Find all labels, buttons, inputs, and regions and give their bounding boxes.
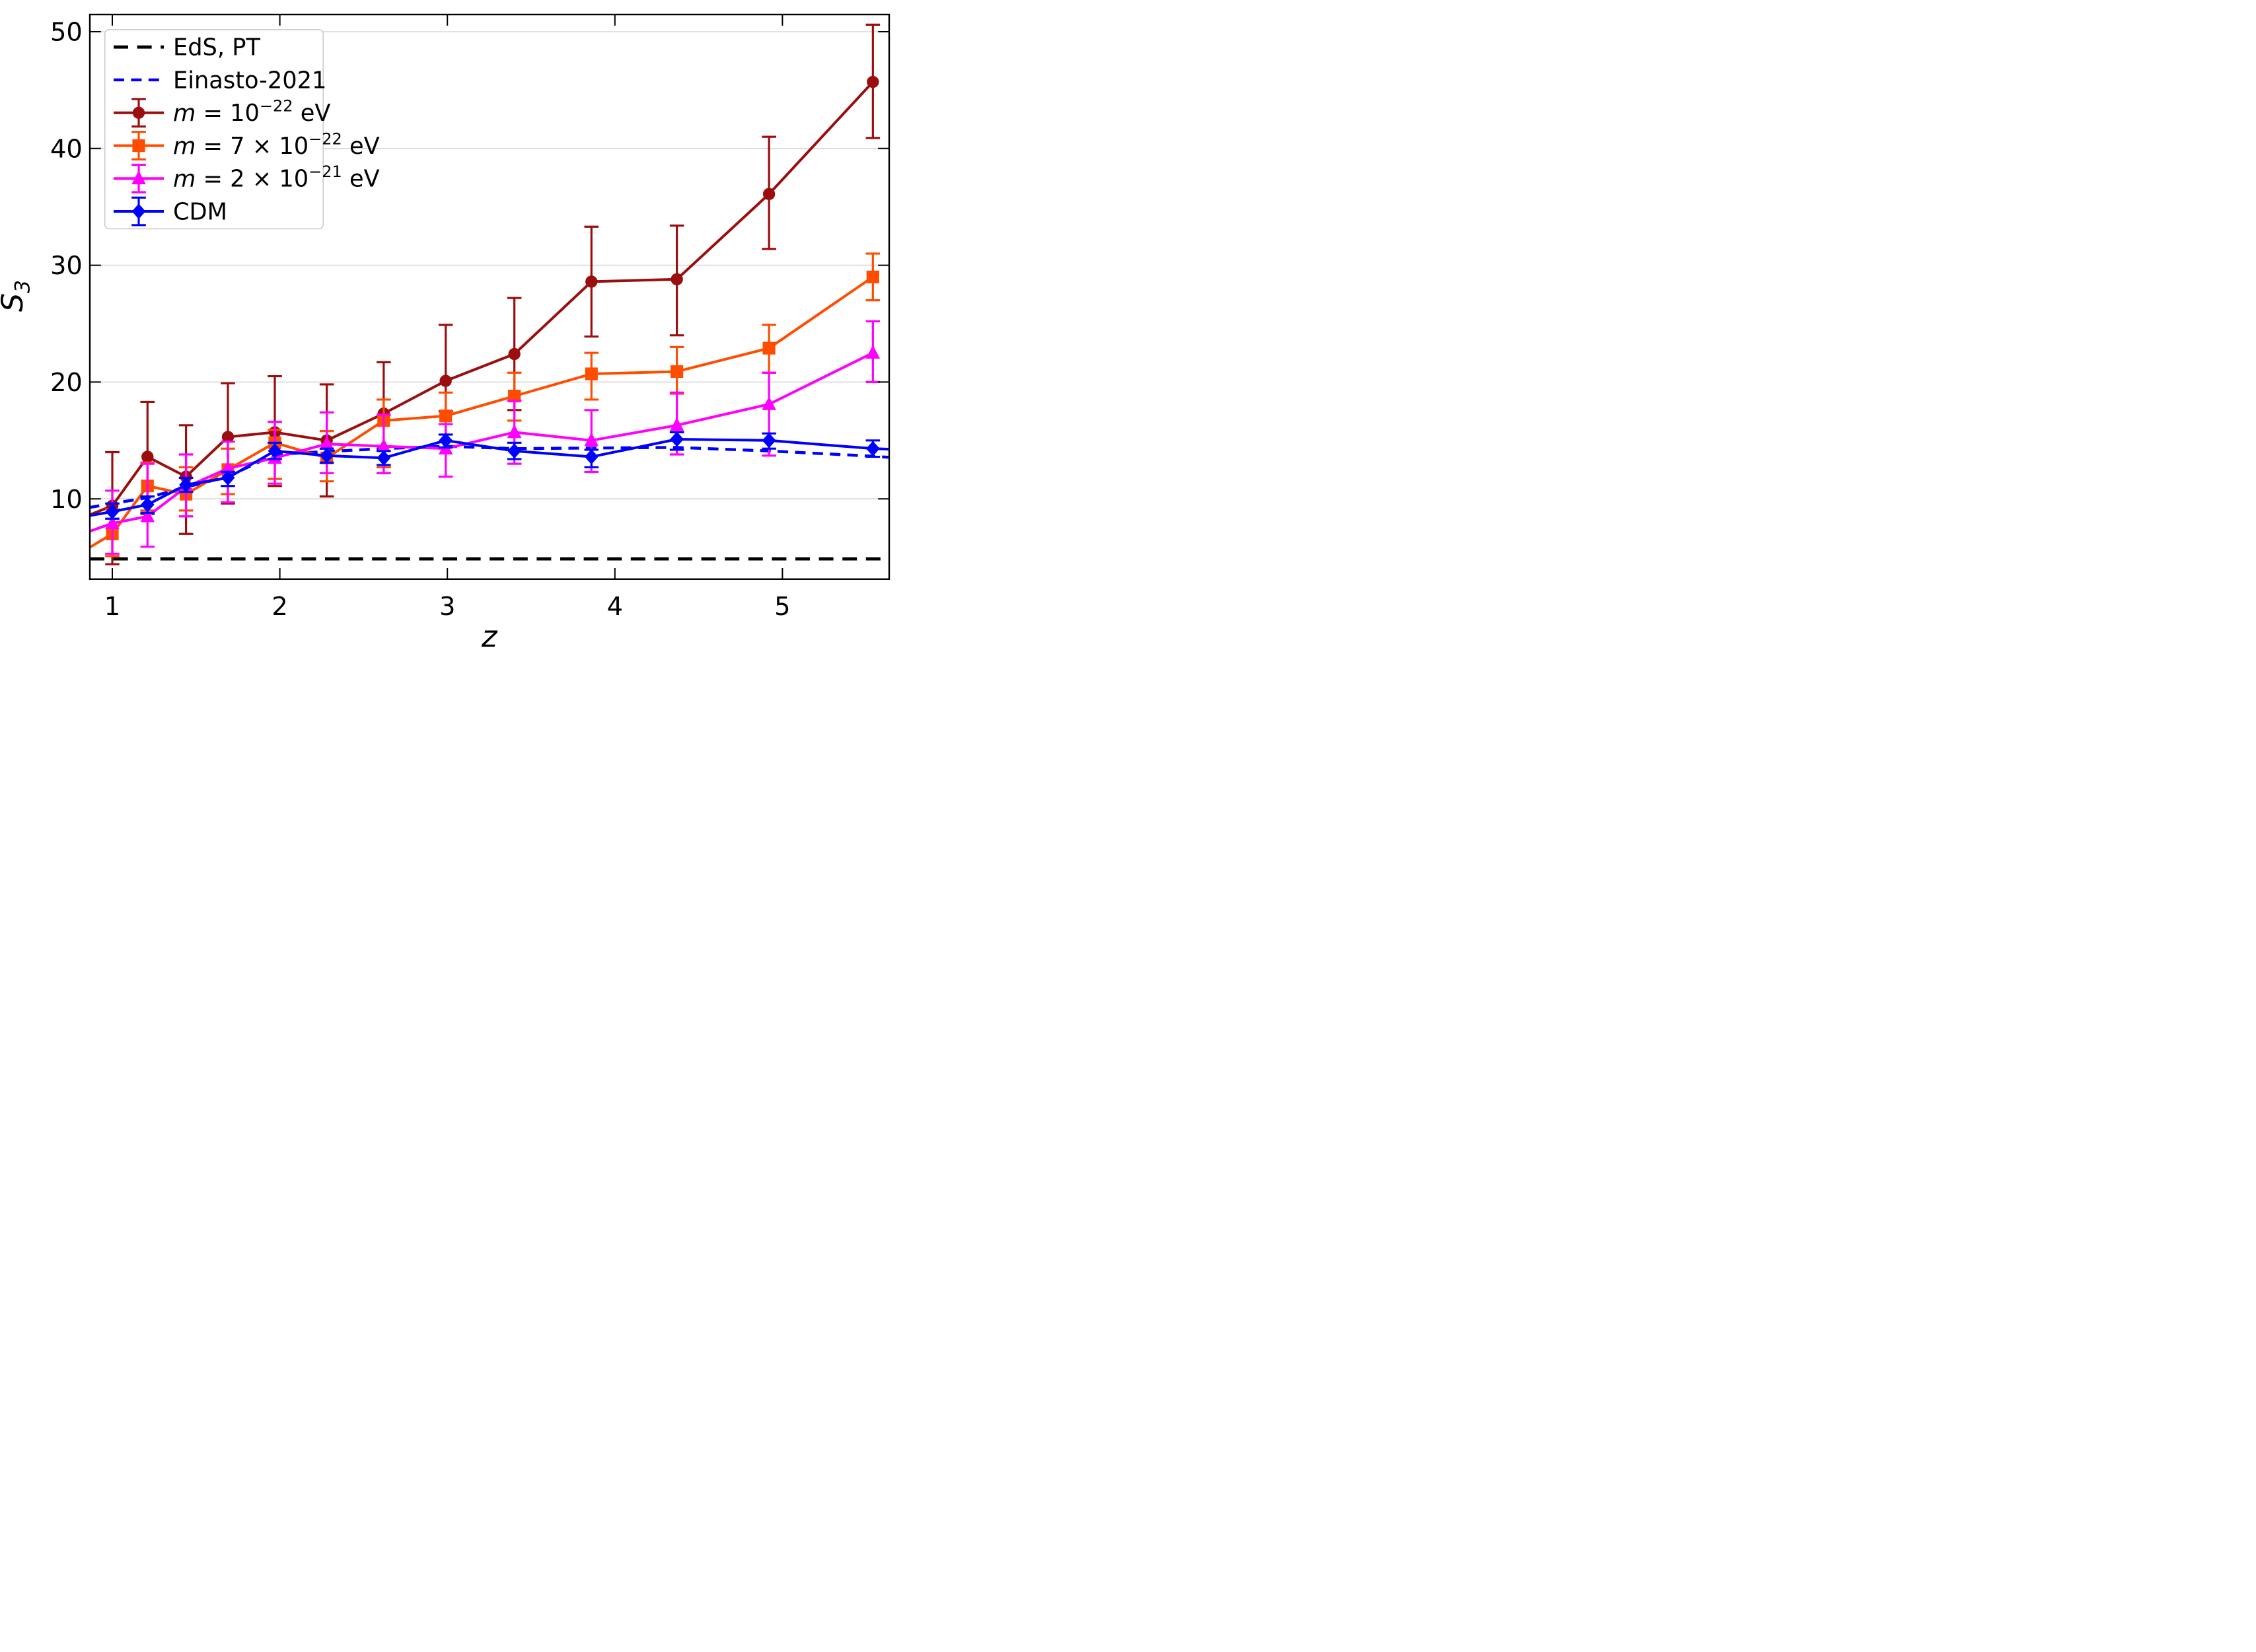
series-m7e22-marker-7 bbox=[439, 410, 453, 423]
series-m2e21-marker-8 bbox=[507, 424, 522, 439]
legend-item-eds: EdS, PT bbox=[114, 34, 260, 61]
y-tick-label-40: 40 bbox=[50, 134, 83, 164]
series-cdm-marker-10 bbox=[670, 431, 684, 447]
legend-marker-m1e22 bbox=[132, 106, 145, 119]
series-m2e21-marker-3 bbox=[221, 460, 235, 475]
x-tick-label-1: 1 bbox=[104, 592, 120, 622]
series-m2e21-marker-1 bbox=[140, 508, 155, 522]
chart-figure: 1 2 3 4 5 10 20 30 40 50 z S3 EdS, PT Einasto-2021… bbox=[0, 0, 902, 661]
series-m2e21-marker-9 bbox=[584, 432, 599, 447]
y-axis-label-subscript: 3 bbox=[11, 280, 34, 293]
legend-label-cdm: CDM bbox=[173, 198, 227, 225]
series-layer bbox=[91, 23, 889, 565]
series-m2e21-line bbox=[91, 351, 874, 532]
legend-label-m7e22: m = 7 × 10−22 eV bbox=[173, 129, 380, 159]
legend-item-m7e22: m = 7 × 10−22 eV bbox=[114, 129, 380, 161]
series-m2e21-marker-5 bbox=[319, 436, 334, 450]
series-m2e21-marker-6 bbox=[377, 438, 391, 452]
tick-label-layer: 1 2 3 4 5 10 20 30 40 50 bbox=[50, 18, 791, 622]
legend-item-einasto: Einasto-2021 bbox=[114, 67, 326, 94]
series-m2e21-marker-10 bbox=[669, 417, 684, 431]
series-m1e22-marker-9 bbox=[585, 275, 598, 288]
x-axis-label: z bbox=[481, 619, 498, 654]
series-m7e22-marker-8 bbox=[508, 390, 521, 403]
y-tick-label-50: 50 bbox=[50, 18, 83, 48]
series-m7e22-marker-11 bbox=[762, 341, 776, 355]
y-tick-label-10: 10 bbox=[50, 485, 83, 515]
series-m1e22-marker-8 bbox=[508, 347, 521, 361]
axis-layer bbox=[89, 13, 891, 580]
x-tick-label-4: 4 bbox=[607, 592, 623, 622]
series-m2e21 bbox=[91, 320, 881, 555]
legend-item-cdm: CDM bbox=[114, 196, 227, 227]
legend-label-m2e21: m = 2 × 10−21 eV bbox=[173, 162, 380, 192]
series-m1e22-marker-7 bbox=[439, 375, 452, 387]
series-m1e22-marker-12 bbox=[867, 75, 879, 89]
series-cdm-marker-1 bbox=[140, 497, 155, 513]
series-m1e22-marker-1 bbox=[141, 450, 154, 463]
series-m1e22-marker-10 bbox=[671, 273, 683, 286]
legend-label-m1e22: m = 10−22 eV bbox=[173, 97, 330, 127]
series-m2e21-marker-0 bbox=[105, 515, 120, 530]
x-tick-label-5: 5 bbox=[774, 592, 790, 622]
y-axis-label: S3 bbox=[0, 280, 34, 312]
plot-border bbox=[89, 13, 891, 580]
x-tick-label-3: 3 bbox=[439, 592, 455, 622]
legend-label-eds: EdS, PT bbox=[173, 34, 260, 61]
x-tick-label-2: 2 bbox=[272, 592, 287, 622]
legend-label-einasto: Einasto-2021 bbox=[173, 67, 326, 94]
legend-item-m1e22: m = 10−22 eV bbox=[114, 97, 330, 128]
series-m7e22-marker-10 bbox=[671, 365, 684, 378]
series-m2e21-marker-11 bbox=[762, 396, 776, 410]
legend-marker-m2e21 bbox=[131, 170, 146, 185]
series-m1e22-marker-11 bbox=[762, 188, 776, 200]
y-tick-label-30: 30 bbox=[50, 251, 83, 281]
series-cdm-marker-7 bbox=[439, 433, 453, 449]
legend: EdS, PT Einasto-2021 m = 10−22 eVm = 7 × 1… bbox=[104, 28, 380, 230]
legend-item-m2e21: m = 2 × 10−21 eV bbox=[114, 162, 380, 194]
legend-marker-m7e22 bbox=[132, 139, 145, 153]
series-m7e22-marker-12 bbox=[866, 270, 879, 283]
chart-svg: 1 2 3 4 5 10 20 30 40 50 z S3 EdS, PT Einasto-2021… bbox=[0, 0, 902, 661]
y-tick-label-20: 20 bbox=[50, 368, 83, 398]
series-m7e22-line bbox=[91, 275, 874, 549]
series-m7e22-marker-9 bbox=[585, 367, 598, 380]
series-m1e22-marker-3 bbox=[221, 431, 235, 443]
series-m2e21-marker-12 bbox=[865, 345, 881, 359]
series-m1e22-line bbox=[91, 81, 874, 517]
